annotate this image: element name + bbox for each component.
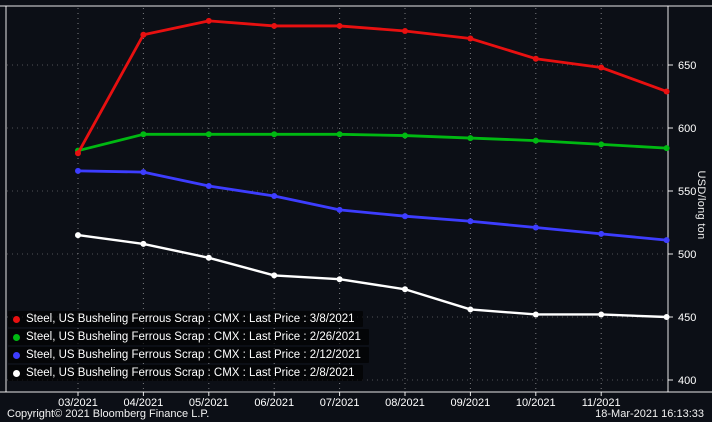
legend-marker-icon bbox=[13, 315, 20, 323]
legend-marker-icon bbox=[13, 333, 20, 341]
legend-item[interactable]: Steel, US Busheling Ferrous Scrap : CMX … bbox=[8, 347, 369, 363]
svg-text:11/2021: 11/2021 bbox=[582, 397, 621, 409]
svg-text:400: 400 bbox=[678, 375, 696, 387]
svg-text:09/2021: 09/2021 bbox=[451, 397, 491, 409]
svg-text:550: 550 bbox=[678, 186, 696, 198]
legend-item[interactable]: Steel, US Busheling Ferrous Scrap : CMX … bbox=[8, 329, 369, 345]
legend-item-label: Steel, US Busheling Ferrous Scrap : CMX … bbox=[26, 367, 355, 379]
legend-item-label: Steel, US Busheling Ferrous Scrap : CMX … bbox=[26, 349, 361, 361]
legend-item-label: Steel, US Busheling Ferrous Scrap : CMX … bbox=[26, 313, 355, 325]
timestamp-text: 18-Mar-2021 16:13:33 bbox=[595, 408, 704, 420]
svg-text:08/2021: 08/2021 bbox=[385, 397, 425, 409]
legend-item[interactable]: Steel, US Busheling Ferrous Scrap : CMX … bbox=[8, 311, 363, 327]
svg-text:03/2021: 03/2021 bbox=[58, 397, 98, 409]
legend-marker-icon bbox=[13, 369, 20, 377]
svg-text:07/2021: 07/2021 bbox=[320, 397, 360, 409]
svg-text:500: 500 bbox=[678, 249, 696, 261]
svg-text:600: 600 bbox=[678, 123, 696, 135]
legend: Steel, US Busheling Ferrous Scrap : CMX … bbox=[8, 311, 369, 381]
svg-text:10/2021: 10/2021 bbox=[516, 397, 556, 409]
footer-bar: Copyright© 2021 Bloomberg Finance L.P. 1… bbox=[7, 408, 704, 421]
legend-item-label: Steel, US Busheling Ferrous Scrap : CMX … bbox=[26, 331, 361, 343]
y-axis-title: USD/long ton bbox=[695, 170, 707, 240]
svg-text:04/2021: 04/2021 bbox=[124, 397, 164, 409]
legend-marker-icon bbox=[13, 351, 20, 359]
svg-text:06/2021: 06/2021 bbox=[254, 397, 294, 409]
svg-text:05/2021: 05/2021 bbox=[189, 397, 229, 409]
svg-text:450: 450 bbox=[678, 312, 696, 324]
legend-item[interactable]: Steel, US Busheling Ferrous Scrap : CMX … bbox=[8, 365, 363, 381]
copyright-text: Copyright© 2021 Bloomberg Finance L.P. bbox=[7, 408, 210, 420]
svg-text:650: 650 bbox=[678, 60, 696, 72]
